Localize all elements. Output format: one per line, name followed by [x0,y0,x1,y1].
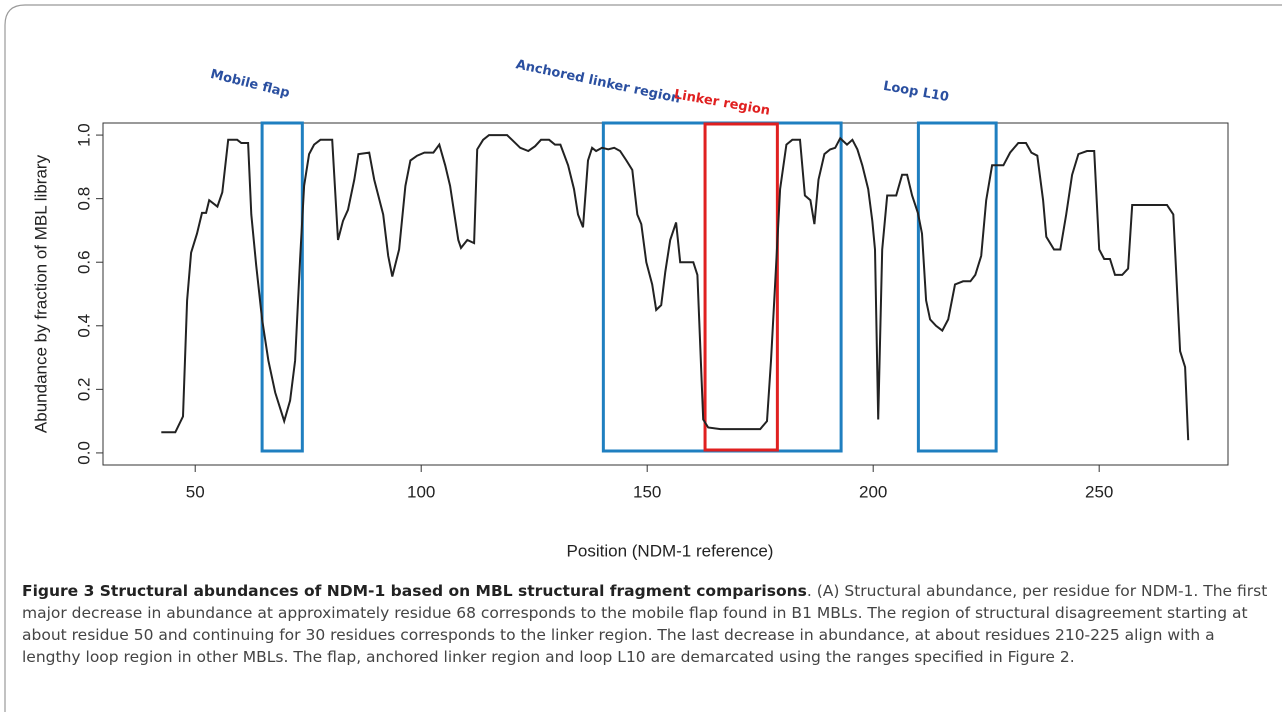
region-box [703,122,779,452]
region-box [260,121,304,453]
y-tick-label: 0.0 [74,441,93,465]
region-label: Linker region [673,87,771,119]
y-tick-label: 0.8 [74,187,93,211]
plot-frame [102,122,1229,466]
region-box [601,121,843,453]
region-label: Loop L10 [882,79,950,105]
caption: Figure 3 Structural abundances of NDM-1 … [22,580,1272,668]
caption-text: . (A) Structural abundance, per residue … [22,582,1268,666]
region-label: Anchored linker region [514,57,681,107]
region-box [916,121,998,453]
y-tick-label: 1.0 [74,123,93,147]
figure-frame [4,4,1282,712]
x-tick-label: 250 [1085,482,1113,501]
x-tick-label: 50 [186,482,205,501]
y-tick-label: 0.2 [74,378,93,402]
y-tick-label: 0.6 [74,250,93,274]
region-label: Mobile flap [209,67,291,101]
data-line [161,134,1190,441]
x-axis-title: Position (NDM-1 reference) [567,541,774,560]
caption-title: Figure 3 Structural abundances of NDM-1 … [22,582,807,600]
x-tick-label: 100 [407,482,435,501]
y-axis-title: Abundance by fraction of MBL library [31,154,50,433]
x-tick-label: 150 [633,482,661,501]
x-tick-label: 200 [859,482,887,501]
y-tick-label: 0.4 [74,314,93,338]
